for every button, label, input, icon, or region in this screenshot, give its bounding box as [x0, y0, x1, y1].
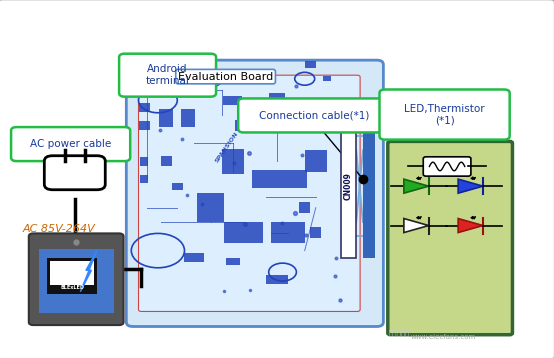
Bar	[50, 261, 94, 285]
Text: AC 85V-264V: AC 85V-264V	[22, 224, 95, 234]
Bar	[226, 258, 240, 265]
FancyBboxPatch shape	[29, 233, 124, 325]
FancyBboxPatch shape	[388, 141, 512, 335]
Bar	[299, 202, 310, 213]
Bar	[184, 253, 203, 262]
Bar	[305, 150, 327, 172]
Bar	[223, 96, 243, 105]
Bar	[140, 175, 148, 183]
Text: BLExLED: BLExLED	[60, 285, 84, 290]
FancyBboxPatch shape	[238, 98, 391, 132]
Bar	[310, 227, 321, 238]
Text: Android
terminal: Android terminal	[146, 64, 189, 86]
FancyBboxPatch shape	[126, 60, 383, 326]
Bar	[271, 222, 305, 243]
Text: SPANSION: SPANSION	[214, 130, 240, 163]
Bar	[235, 120, 263, 131]
Bar	[280, 170, 307, 188]
Bar	[161, 156, 172, 166]
Text: Evaluation Board: Evaluation Board	[178, 72, 273, 82]
Bar	[341, 115, 356, 258]
Polygon shape	[458, 179, 483, 193]
Bar	[172, 183, 183, 190]
Polygon shape	[458, 218, 483, 233]
Bar	[47, 258, 97, 294]
Bar	[182, 109, 196, 127]
Polygon shape	[404, 218, 429, 233]
Bar	[39, 249, 114, 313]
Text: Connection cable(*1): Connection cable(*1)	[259, 111, 370, 120]
Text: LED,Thermistor
(*1): LED,Thermistor (*1)	[404, 104, 485, 125]
Bar	[222, 149, 244, 174]
Bar	[140, 156, 148, 165]
Bar	[160, 109, 173, 127]
Polygon shape	[80, 251, 97, 292]
FancyBboxPatch shape	[379, 90, 510, 140]
Text: www.elecfans.com: www.elecfans.com	[411, 334, 476, 339]
Bar	[269, 93, 285, 107]
FancyBboxPatch shape	[423, 157, 471, 176]
FancyBboxPatch shape	[11, 127, 130, 161]
Text: 电子发烧友: 电子发烧友	[388, 330, 409, 336]
Bar	[138, 121, 150, 130]
Bar	[138, 103, 150, 112]
Bar	[224, 222, 263, 243]
Bar	[322, 76, 331, 81]
Text: CN009: CN009	[344, 172, 353, 200]
Bar	[197, 193, 224, 222]
Bar	[155, 59, 177, 70]
Bar	[288, 118, 321, 132]
FancyBboxPatch shape	[138, 75, 360, 311]
Bar	[305, 61, 316, 68]
FancyBboxPatch shape	[44, 156, 105, 190]
Bar	[188, 60, 211, 69]
Text: AC power cable: AC power cable	[30, 139, 111, 149]
FancyBboxPatch shape	[119, 54, 216, 97]
Bar	[252, 170, 280, 188]
Bar	[266, 275, 288, 284]
Polygon shape	[404, 179, 429, 193]
Bar	[363, 115, 375, 258]
